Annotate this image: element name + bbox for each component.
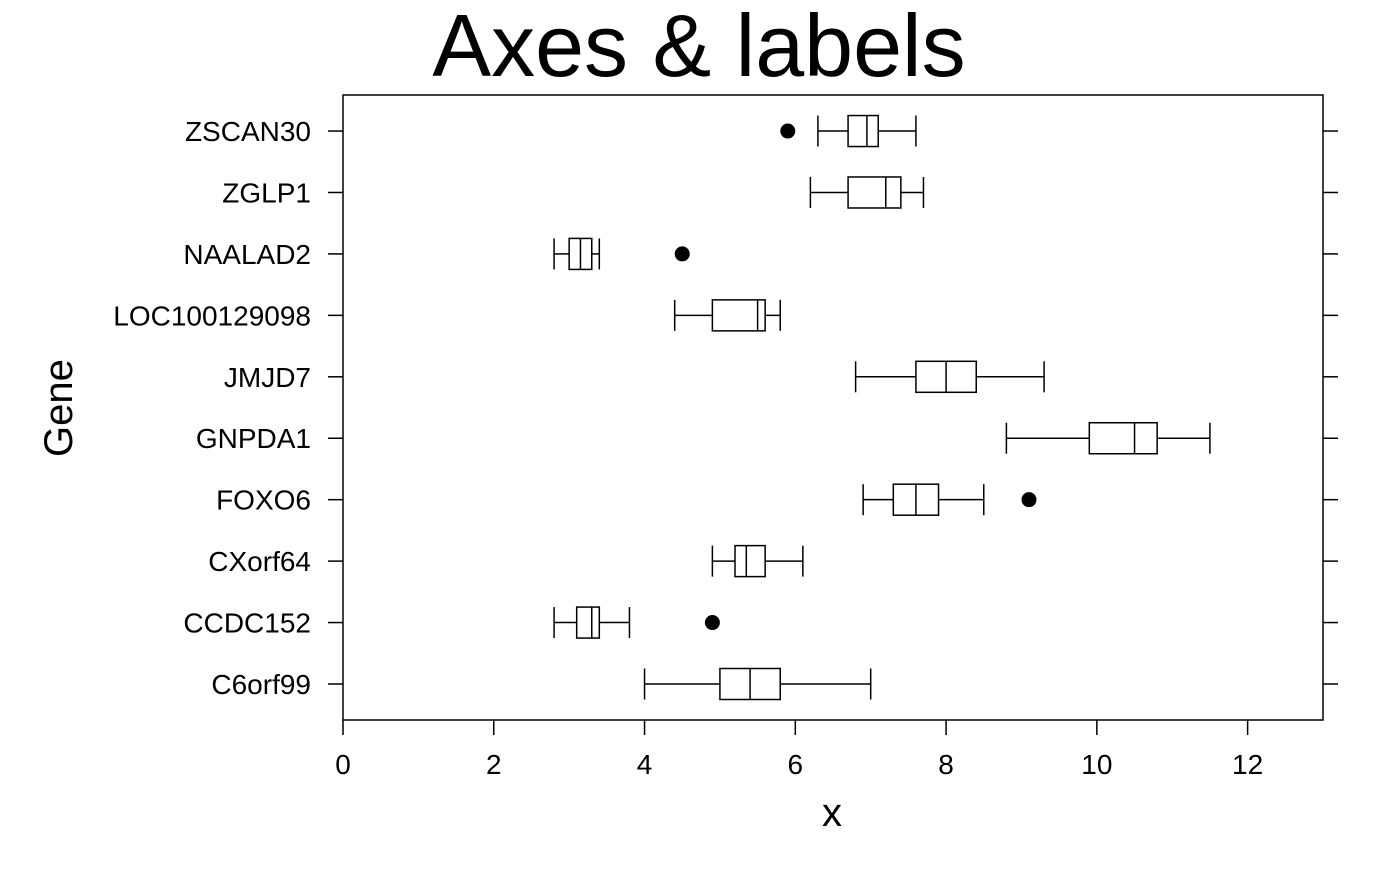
y-tick-label: ZSCAN30	[185, 116, 311, 147]
plot-frame	[342, 94, 1324, 721]
y-tick-label: NAALAD2	[183, 239, 311, 270]
box-series	[553, 114, 1211, 701]
x-tick-label: 12	[1232, 749, 1263, 780]
box-c6orf99	[643, 667, 872, 701]
outlier-point	[780, 123, 796, 139]
y-tick-label: JMJD7	[224, 362, 311, 393]
box-zscan30	[780, 114, 917, 148]
x-tick-label: 6	[788, 749, 804, 780]
box-iqr	[1088, 421, 1158, 455]
box-naalad2	[553, 237, 690, 271]
box-ccdc152	[553, 606, 720, 639]
box-jmjd7	[854, 360, 1045, 394]
box-iqr	[711, 299, 766, 332]
chart-title: Axes & labels	[432, 0, 965, 95]
box-iqr	[847, 114, 879, 148]
outlier-point	[1021, 492, 1037, 508]
x-tick-label: 8	[938, 749, 954, 780]
x-axis: 0 2 4 6 8 10 12	[335, 720, 1263, 780]
x-tick-label: 4	[637, 749, 653, 780]
box-zglp1	[809, 176, 925, 209]
y-tick-label: GNPDA1	[196, 423, 311, 454]
y-axis-label: Gene	[37, 359, 81, 457]
y-tick-label: FOXO6	[216, 485, 311, 516]
box-gnpda1	[1005, 421, 1211, 455]
box-foxo6	[862, 483, 1037, 516]
y-axis: C6orf99 CCDC152 CXorf64 FOXO6 GNPDA1 JMJD7 LOC…	[113, 116, 1338, 700]
y-tick-label: C6orf99	[211, 669, 311, 700]
box-iqr	[847, 176, 902, 209]
box-cxorf64	[711, 544, 804, 578]
y-tick-label: ZGLP1	[222, 177, 311, 208]
x-tick-label: 10	[1081, 749, 1112, 780]
outlier-point	[704, 615, 720, 631]
x-axis-label: x	[822, 791, 842, 835]
outlier-point	[674, 246, 690, 262]
y-tick-label: LOC100129098	[113, 300, 311, 331]
box-iqr	[734, 544, 766, 578]
x-tick-label: 2	[486, 749, 502, 780]
x-tick-label: 0	[335, 749, 351, 780]
box-iqr	[575, 606, 601, 639]
box-loc100129098	[673, 299, 781, 332]
y-tick-label: CCDC152	[183, 608, 311, 639]
y-tick-label: CXorf64	[208, 546, 311, 577]
